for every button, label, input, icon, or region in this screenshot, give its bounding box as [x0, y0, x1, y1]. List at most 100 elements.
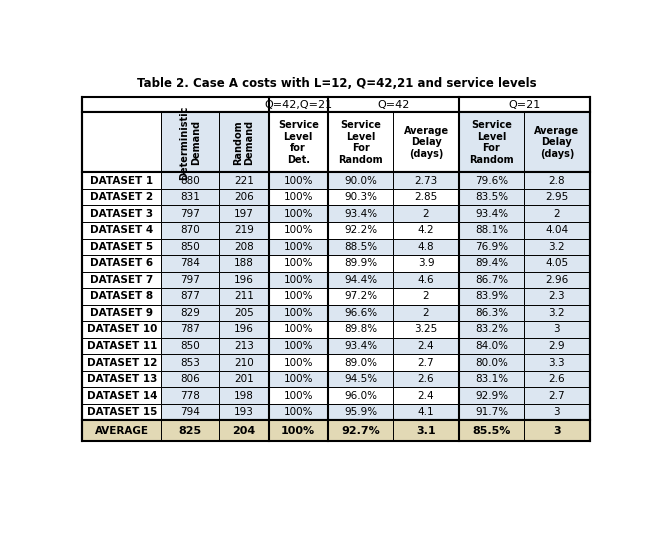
Bar	[328, 189, 393, 206]
Text: Service
Level
For
Random: Service Level For Random	[469, 120, 514, 165]
Text: 2: 2	[422, 308, 430, 318]
Bar	[328, 97, 459, 112]
Text: 89.0%: 89.0%	[344, 358, 377, 367]
Text: 90.3%: 90.3%	[344, 192, 377, 202]
Text: Table 2. Case A costs with L=12, Q=42,21 and service levels: Table 2. Case A costs with L=12, Q=42,21…	[138, 77, 537, 90]
Bar	[524, 404, 590, 420]
Bar	[524, 420, 590, 441]
Text: 92.2%: 92.2%	[344, 225, 377, 235]
Bar	[393, 321, 459, 338]
Text: 88.1%: 88.1%	[475, 225, 508, 235]
Bar	[459, 288, 524, 304]
Bar	[268, 321, 328, 338]
Bar	[328, 255, 393, 272]
Bar	[268, 338, 328, 354]
Text: DATASET 14: DATASET 14	[86, 390, 157, 401]
Text: DATASET 5: DATASET 5	[90, 242, 153, 252]
Bar	[268, 172, 328, 189]
Text: 797: 797	[180, 275, 200, 285]
Text: 94.5%: 94.5%	[344, 374, 377, 384]
Text: 2.6: 2.6	[549, 374, 565, 384]
Text: 100%: 100%	[284, 242, 313, 252]
Bar	[393, 304, 459, 321]
Text: 93.4%: 93.4%	[344, 341, 377, 351]
Bar	[393, 206, 459, 222]
Bar	[459, 420, 524, 441]
Bar	[268, 288, 328, 304]
Bar	[524, 387, 590, 404]
Bar	[161, 338, 219, 354]
Bar	[393, 272, 459, 288]
Bar	[393, 387, 459, 404]
Bar	[459, 172, 524, 189]
Text: 100%: 100%	[284, 176, 313, 186]
Text: DATASET 3: DATASET 3	[90, 209, 153, 219]
Bar	[459, 304, 524, 321]
Text: 784: 784	[180, 258, 200, 268]
Text: DATASET 8: DATASET 8	[90, 292, 153, 301]
Text: 877: 877	[180, 292, 200, 301]
Bar	[268, 206, 328, 222]
Text: 2: 2	[422, 209, 430, 219]
Text: 100%: 100%	[284, 374, 313, 384]
Text: 205: 205	[234, 308, 253, 318]
Bar	[459, 354, 524, 371]
Text: 870: 870	[180, 225, 200, 235]
Bar	[268, 272, 328, 288]
Bar	[328, 272, 393, 288]
Bar	[268, 354, 328, 371]
Text: 213: 213	[234, 341, 253, 351]
Bar	[82, 172, 161, 189]
Text: Q=42: Q=42	[377, 99, 409, 110]
Text: 829: 829	[180, 308, 200, 318]
Bar	[82, 404, 161, 420]
Text: 100%: 100%	[284, 341, 313, 351]
Bar	[328, 371, 393, 387]
Text: 2.9: 2.9	[549, 341, 565, 351]
Text: 2.6: 2.6	[418, 374, 434, 384]
Bar	[393, 354, 459, 371]
Bar	[393, 222, 459, 238]
Text: DATASET 11: DATASET 11	[87, 341, 157, 351]
Bar	[219, 354, 268, 371]
Bar	[82, 97, 268, 112]
Bar	[161, 189, 219, 206]
Text: 3: 3	[553, 426, 561, 436]
Bar	[268, 255, 328, 272]
Text: 100%: 100%	[281, 426, 315, 436]
Text: DATASET 2: DATASET 2	[90, 192, 153, 202]
Text: 100%: 100%	[284, 324, 313, 335]
Text: 794: 794	[180, 407, 200, 417]
Text: 778: 778	[180, 390, 200, 401]
Text: DATASET 15: DATASET 15	[87, 407, 157, 417]
Text: 850: 850	[180, 242, 200, 252]
Text: 197: 197	[234, 209, 253, 219]
Bar	[524, 338, 590, 354]
Bar	[82, 354, 161, 371]
Bar	[219, 189, 268, 206]
Text: 79.6%: 79.6%	[475, 176, 508, 186]
Text: 86.3%: 86.3%	[475, 308, 508, 318]
Bar	[459, 97, 590, 112]
Bar	[82, 420, 161, 441]
Bar	[82, 189, 161, 206]
Bar	[219, 321, 268, 338]
Bar	[524, 288, 590, 304]
Bar	[524, 272, 590, 288]
Text: 100%: 100%	[284, 225, 313, 235]
Bar	[219, 404, 268, 420]
Bar	[219, 255, 268, 272]
Bar	[393, 338, 459, 354]
Text: 97.2%: 97.2%	[344, 292, 377, 301]
Text: 3.3: 3.3	[549, 358, 565, 367]
Text: 2: 2	[422, 292, 430, 301]
Bar	[82, 304, 161, 321]
Text: 3: 3	[553, 324, 560, 335]
Bar	[393, 288, 459, 304]
Text: 787: 787	[180, 324, 200, 335]
Bar	[459, 387, 524, 404]
Bar	[328, 172, 393, 189]
Text: 88.5%: 88.5%	[344, 242, 377, 252]
Bar	[268, 222, 328, 238]
Bar	[524, 354, 590, 371]
